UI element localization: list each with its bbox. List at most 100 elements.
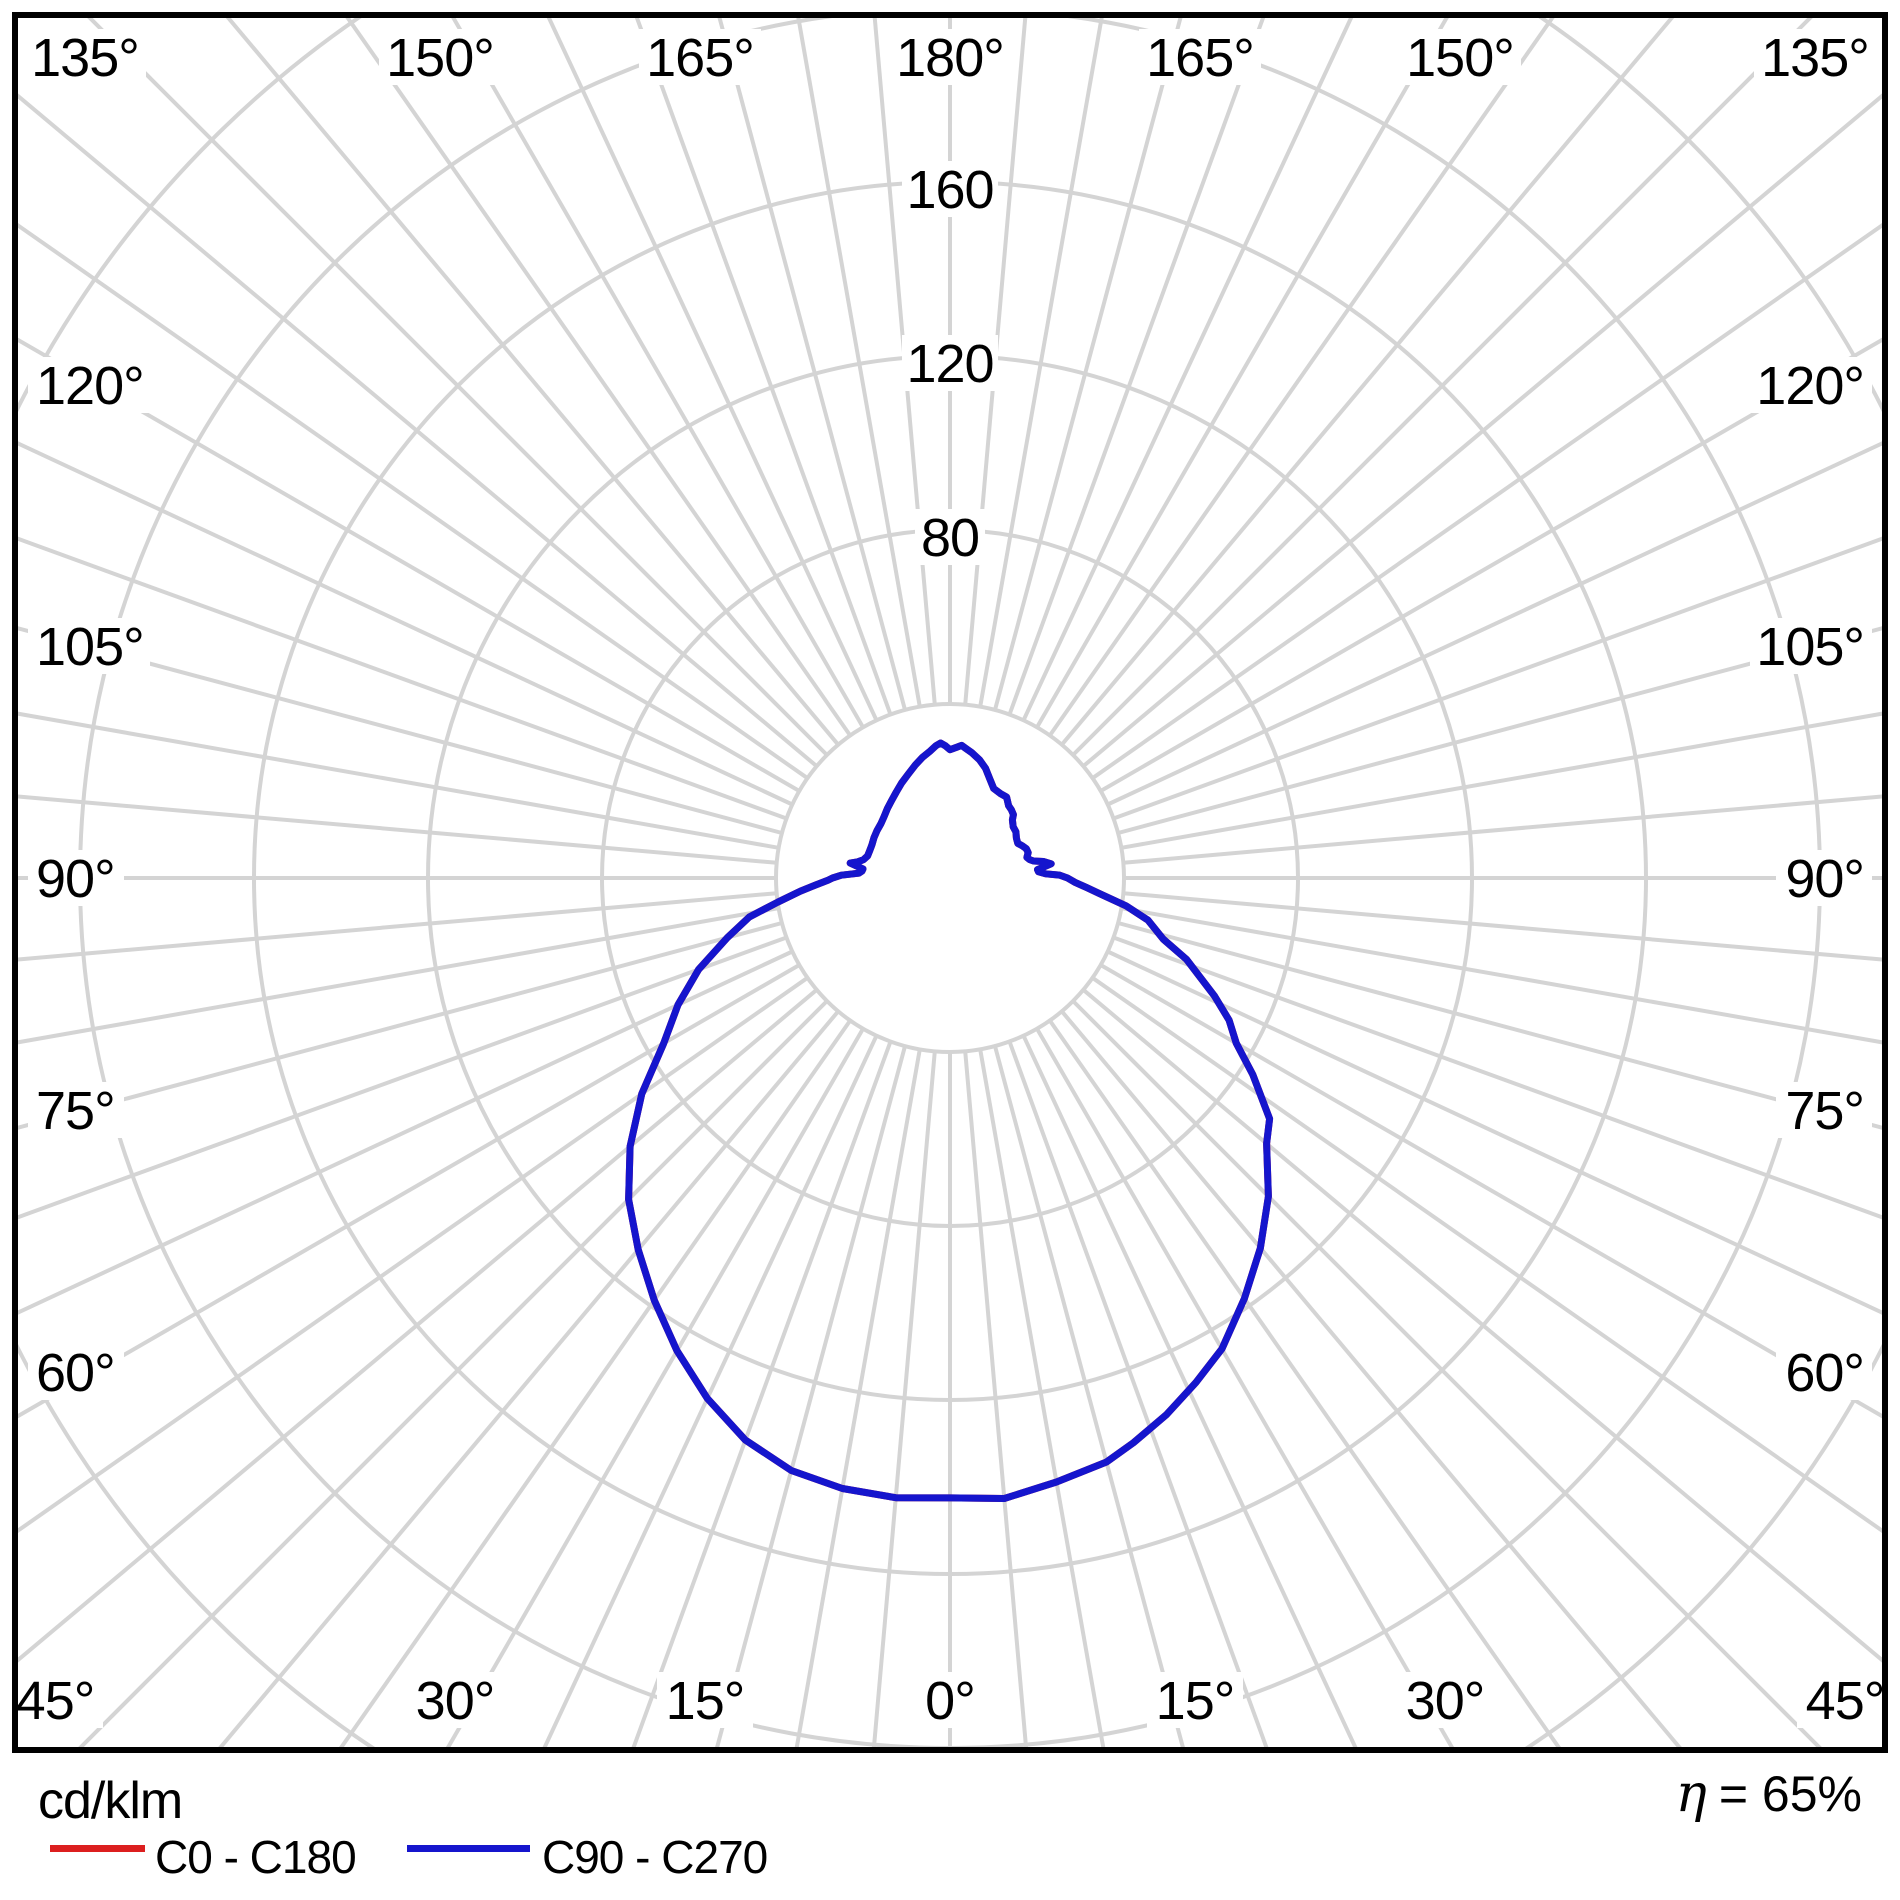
angle-label-left-bg [28,1082,124,1138]
polar-grid-spoke [18,963,801,1419]
polar-grid-spoke [1091,976,1882,1534]
polar-grid-spoke [1035,1027,1455,1747]
polar-grid-spoke [1099,963,1882,1419]
polar-grid-spoke [18,222,809,780]
polar-grid-spoke [225,18,840,746]
polar-grid-spoke [218,1010,840,1747]
angle-label-top: 135° [31,28,139,88]
polar-grid-spoke [715,1045,907,1747]
polar-grid-spoke [18,949,794,1315]
polar-grid-spoke [78,999,829,1747]
angle-label-bottom-bg [407,1672,503,1728]
angle-label-bottom: 30° [1406,1671,1485,1731]
polar-grid-spoke [1048,18,1555,737]
curve-c90-c270 [625,739,1274,1502]
polar-grid-spoke [1099,337,1882,793]
polar-grid-spoke [872,18,937,705]
polar-grid-spoke [1091,222,1882,780]
axis-labels: 135° 150° 165° 180° 165° 150° 135° 45° 30° 15° 0° 1… [7,28,1893,1731]
angle-label-left-bg [28,618,150,674]
radial-tick-label: 120 [906,334,993,394]
polar-grid-spoke [978,1049,1106,1747]
polar-grid-spoke [1121,711,1882,850]
radial-tick-label-bg [902,335,998,391]
polar-grid-spoke [542,1034,879,1747]
angle-label-left-bg [28,357,150,413]
angle-label-right-bg [1776,1344,1872,1400]
angle-label-top: 180° [896,28,1004,88]
angle-label-right: 120° [1756,356,1864,416]
polar-grid-spoke [18,536,788,821]
polar-grid-spoke [1060,18,1675,746]
angle-label-top: 165° [646,28,754,88]
polar-grid-spoke [445,1027,865,1747]
polar-grid-spoke [871,1051,937,1747]
angle-label-top-bg [379,29,501,85]
polar-grid-spoke [546,18,879,722]
plot-frame [12,12,1888,1753]
angle-label-right-bg [1776,850,1872,906]
radial-tick-label: 80 [921,508,979,568]
polar-grid-spoke [993,1045,1185,1747]
angle-label-bottom: 30° [416,1671,495,1731]
polar-grid-spoke [18,988,818,1663]
polar-grid-spoke [18,891,777,962]
legend-swatch-c90-c270 [407,1845,530,1852]
polar-grid-spoke [1123,891,1882,962]
angle-label-top: 150° [386,28,494,88]
angle-label-bottom: 45° [16,1671,95,1731]
angle-label-bottom-bg [1797,1672,1893,1728]
angle-label-right-bg [1776,1082,1872,1138]
angle-label-left: 75° [36,1081,115,1141]
polar-grid-spoke [794,1049,922,1747]
legend-label-c0-c180: C0 - C180 [155,1831,357,1883]
angle-label-left: 120° [36,356,144,416]
angle-label-right: 105° [1756,617,1864,677]
angle-label-bottom: 15° [1156,1671,1235,1731]
angle-label-top: 150° [1406,28,1514,88]
angle-label-right: 75° [1785,1081,1864,1141]
angle-label-top-bg [1399,29,1521,85]
radial-tick-label-bg [902,161,998,217]
legend-swatch-c0-c180 [50,1845,145,1852]
polar-grid-spoke [796,18,922,707]
polar-grid-spoke [18,337,801,793]
angle-label-bottom: 15° [666,1671,745,1731]
polar-grid-spoke [1048,1019,1561,1747]
radial-tick-label: 160 [906,160,993,220]
eta-symbol: η [1675,1764,1707,1824]
polar-grid-spoke [717,18,907,711]
polar-grid-spoke [1060,1010,1682,1747]
polar-grid-spoke [1112,536,1882,821]
angle-label-right: 90° [1785,849,1864,909]
angle-label-top: 135° [1761,28,1869,88]
angle-label-left-bg [28,1344,124,1400]
angle-label-bottom-bg [1397,1672,1493,1728]
angle-label-top-bg [889,29,1011,85]
polar-grid-spoke [634,18,893,716]
polar-grid-spoke [1121,906,1882,1045]
polar-grid-spoke [1007,18,1266,716]
polar-grid-spoke [1021,18,1354,722]
angle-label-right-bg [1750,618,1872,674]
polar-grid-spoke [18,93,818,768]
efficiency-value: = 65% [1718,1766,1862,1822]
efficiency-label: η = 65% [1675,1764,1862,1824]
angle-label-top-bg [639,29,761,85]
polar-grid-spoke [1021,1034,1358,1747]
angle-label-right-bg [1750,357,1872,413]
polar-grid-spoke [1082,93,1882,768]
polar-grid-spoke [345,18,852,737]
angle-label-left: 105° [36,617,144,677]
polar-grid-spoke [1106,441,1882,807]
angle-label-bottom-bg [915,1672,985,1728]
polar-grid-spoke [18,441,794,807]
polar-grid-spoke [18,935,788,1220]
angle-label-top-bg [1139,29,1261,85]
angle-label-bottom: 45° [1806,1671,1885,1731]
angle-label-right: 60° [1785,1343,1864,1403]
angle-label-bottom-bg [1147,1672,1243,1728]
